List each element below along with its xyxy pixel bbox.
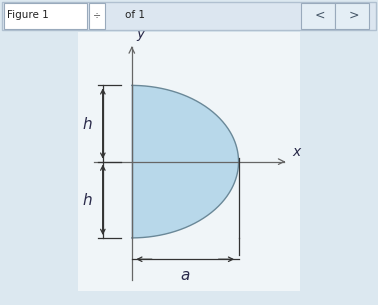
FancyBboxPatch shape bbox=[335, 3, 369, 29]
Text: $y$: $y$ bbox=[136, 28, 146, 43]
Text: ÷: ÷ bbox=[93, 10, 101, 20]
Text: Figure 1: Figure 1 bbox=[8, 10, 49, 20]
Text: $h$: $h$ bbox=[82, 116, 93, 131]
FancyBboxPatch shape bbox=[4, 3, 87, 29]
Polygon shape bbox=[132, 85, 239, 238]
FancyBboxPatch shape bbox=[301, 3, 335, 29]
Text: $h$: $h$ bbox=[82, 192, 93, 208]
Text: <: < bbox=[314, 9, 325, 22]
Text: of 1: of 1 bbox=[125, 10, 145, 20]
Text: $x$: $x$ bbox=[292, 145, 303, 159]
Text: $a$: $a$ bbox=[180, 269, 191, 283]
FancyBboxPatch shape bbox=[2, 2, 376, 30]
FancyBboxPatch shape bbox=[89, 3, 105, 29]
Text: >: > bbox=[348, 9, 359, 22]
